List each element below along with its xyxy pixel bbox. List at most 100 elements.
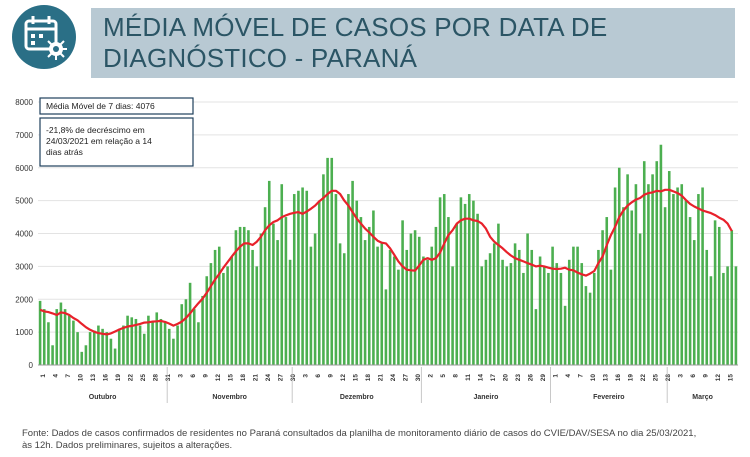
- bar: [551, 246, 554, 365]
- bar: [363, 240, 367, 365]
- bar: [659, 144, 663, 365]
- bar: [405, 249, 409, 365]
- bar: [505, 266, 509, 365]
- bar: [409, 233, 413, 365]
- month-label: Dezembro: [340, 394, 374, 401]
- bar: [176, 325, 179, 365]
- x-tick-label: 6: [315, 374, 322, 378]
- bar: [592, 272, 596, 365]
- source-note-line-2: às 12h. Dados preliminares, sujeitos a a…: [22, 440, 233, 451]
- bar: [355, 200, 359, 365]
- x-tick-label: 1: [40, 374, 47, 378]
- bar: [484, 259, 488, 365]
- bar: [126, 315, 129, 365]
- x-tick-label: 7: [65, 374, 72, 378]
- bar: [555, 263, 559, 365]
- bar: [113, 348, 117, 365]
- bar: [55, 309, 59, 365]
- x-tick-label: 16: [615, 374, 622, 382]
- bar: [151, 322, 154, 365]
- annotation-decrease: -21,8% de decréscimo em 24/03/2021 em rel…: [46, 125, 152, 157]
- bar: [480, 266, 484, 365]
- x-tick-label: 13: [90, 374, 97, 382]
- bar: [272, 223, 275, 365]
- x-tick-label: 22: [640, 374, 647, 382]
- title-box: MÉDIA MÓVEL DE CASOS POR DATA DE DIAGNÓS…: [91, 8, 735, 78]
- bar: [276, 240, 279, 365]
- bar: [142, 333, 146, 365]
- bar: [384, 289, 388, 365]
- bar: [51, 345, 54, 365]
- bar: [305, 190, 309, 365]
- x-tick-label: 10: [78, 374, 85, 382]
- bar: [626, 174, 629, 365]
- bar: [622, 207, 625, 365]
- bar: [584, 286, 588, 365]
- bar: [717, 226, 721, 365]
- bar: [688, 217, 692, 365]
- bar: [242, 226, 246, 365]
- bar: [655, 161, 659, 365]
- x-tick-label: 28: [153, 374, 160, 382]
- x-tick-label: 16: [103, 374, 110, 382]
- x-tick-label: 9: [703, 374, 710, 378]
- bar: [372, 210, 375, 365]
- bar: [472, 200, 475, 365]
- x-tick-label: 27: [403, 374, 410, 382]
- bar: [322, 174, 325, 365]
- x-tick-label: 18: [365, 374, 372, 382]
- x-tick-label: 13: [603, 374, 610, 382]
- bar: [163, 322, 167, 365]
- bar: [522, 272, 525, 365]
- bar: [47, 322, 50, 365]
- x-tick-label: 28: [665, 374, 672, 382]
- bar: [597, 249, 600, 365]
- bar: [101, 328, 104, 365]
- x-tick-label: 29: [540, 374, 547, 382]
- bar: [117, 328, 121, 365]
- x-tick-label: 31: [165, 374, 172, 382]
- bar: [526, 233, 529, 365]
- bar: [247, 230, 250, 365]
- bar: [730, 230, 734, 365]
- bar: [84, 345, 88, 365]
- month-label: Fevereiro: [593, 394, 625, 401]
- bar: [63, 309, 67, 365]
- bar: [492, 243, 496, 365]
- bar: [292, 194, 296, 365]
- x-tick-label: 15: [353, 374, 360, 382]
- page-title: MÉDIA MÓVEL DE CASOS POR DATA DE DIAGNÓS…: [103, 12, 608, 73]
- x-tick-label: 21: [253, 374, 260, 382]
- bar: [326, 157, 329, 365]
- bar: [347, 194, 350, 365]
- bar: [122, 325, 125, 365]
- bar: [713, 220, 717, 365]
- bar: [422, 256, 425, 365]
- bar: [213, 249, 217, 365]
- bar: [72, 320, 75, 365]
- bar: [547, 272, 550, 365]
- x-tick-label: 6: [690, 374, 697, 378]
- bar: [467, 194, 471, 365]
- bar: [167, 328, 171, 365]
- bar: [188, 282, 192, 365]
- bar: [76, 332, 79, 365]
- bar: [576, 246, 579, 365]
- bar: [284, 217, 288, 365]
- bar: [630, 210, 634, 365]
- x-tick-label: 17: [490, 374, 497, 382]
- bar: [351, 180, 354, 365]
- x-tick-label: 5: [440, 374, 447, 378]
- bar: [222, 272, 225, 365]
- bar: [88, 332, 92, 365]
- bar: [567, 259, 571, 365]
- bar: [588, 292, 592, 365]
- x-tick-label: 25: [653, 374, 660, 382]
- x-tick-label: 19: [115, 374, 122, 382]
- x-tick-label: 21: [378, 374, 385, 382]
- month-label: Novembro: [212, 394, 247, 401]
- x-tick-label: 11: [465, 374, 472, 381]
- bar: [180, 304, 184, 365]
- bar: [359, 217, 363, 365]
- bar: [676, 187, 679, 365]
